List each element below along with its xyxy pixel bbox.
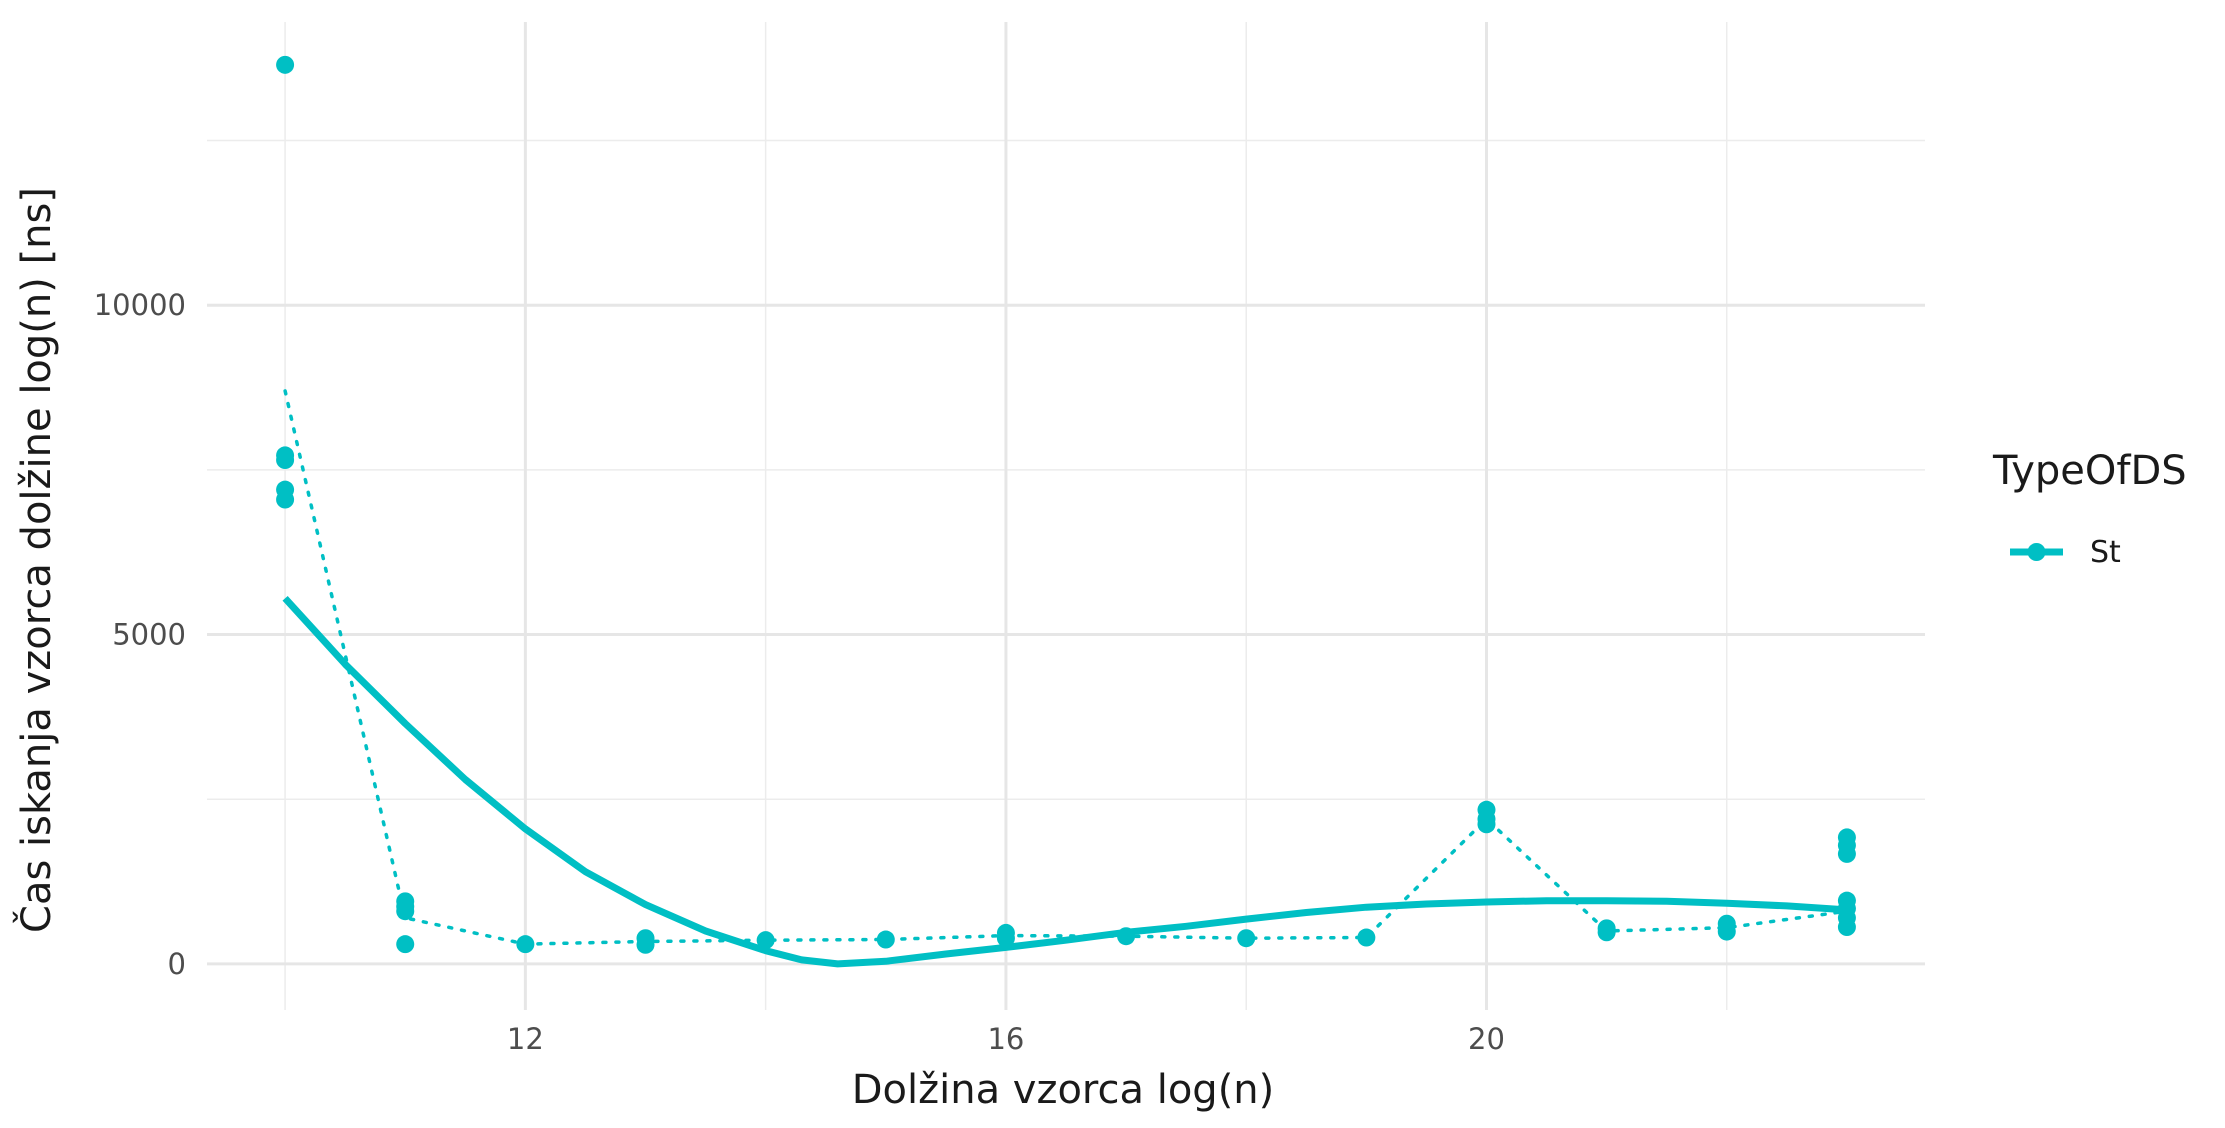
data-point xyxy=(1837,918,1856,937)
smooth-line-st xyxy=(282,595,1848,968)
data-point xyxy=(276,55,295,74)
x-axis-tick-labels: 12 16 20 xyxy=(507,1022,1505,1056)
legend: TypeOfDS St xyxy=(1992,448,2187,570)
mean-line-st xyxy=(283,389,1849,946)
data-points xyxy=(276,55,1856,954)
legend-key-st xyxy=(2010,543,2063,561)
minor-gridlines xyxy=(207,22,1925,1010)
data-point xyxy=(1237,929,1256,948)
y-tick-label: 5000 xyxy=(112,618,186,652)
data-point xyxy=(396,935,415,954)
major-gridlines xyxy=(207,22,1925,1010)
legend-point xyxy=(2027,543,2046,561)
mean-line-layer xyxy=(283,389,1849,946)
data-point xyxy=(996,929,1015,948)
legend-title: TypeOfDS xyxy=(1992,448,2187,494)
data-point xyxy=(1357,928,1376,947)
data-point xyxy=(636,935,655,954)
y-tick-label: 10000 xyxy=(94,288,186,322)
x-tick-label: 20 xyxy=(1468,1022,1505,1056)
data-point xyxy=(1597,923,1616,942)
data-point xyxy=(876,930,895,949)
data-point xyxy=(1477,815,1496,834)
y-axis-tick-labels: 0 5000 10000 xyxy=(94,288,186,981)
data-point xyxy=(396,902,415,921)
data-point xyxy=(276,451,295,470)
data-point xyxy=(276,490,295,509)
y-axis-title: Čas iskanja vzorca dolžine log(n) [ns] xyxy=(12,187,60,933)
x-tick-label: 16 xyxy=(987,1022,1024,1056)
x-axis-title: Dolžina vzorca log(n) xyxy=(852,1067,1275,1113)
smooth-line-layer xyxy=(282,595,1848,968)
y-tick-label: 0 xyxy=(168,947,186,981)
data-point xyxy=(1837,844,1856,863)
legend-label-st: St xyxy=(2090,535,2121,570)
data-point xyxy=(1117,927,1136,946)
data-point xyxy=(756,931,775,950)
data-point xyxy=(1717,922,1736,941)
data-point xyxy=(516,935,535,954)
x-tick-label: 12 xyxy=(507,1022,544,1056)
